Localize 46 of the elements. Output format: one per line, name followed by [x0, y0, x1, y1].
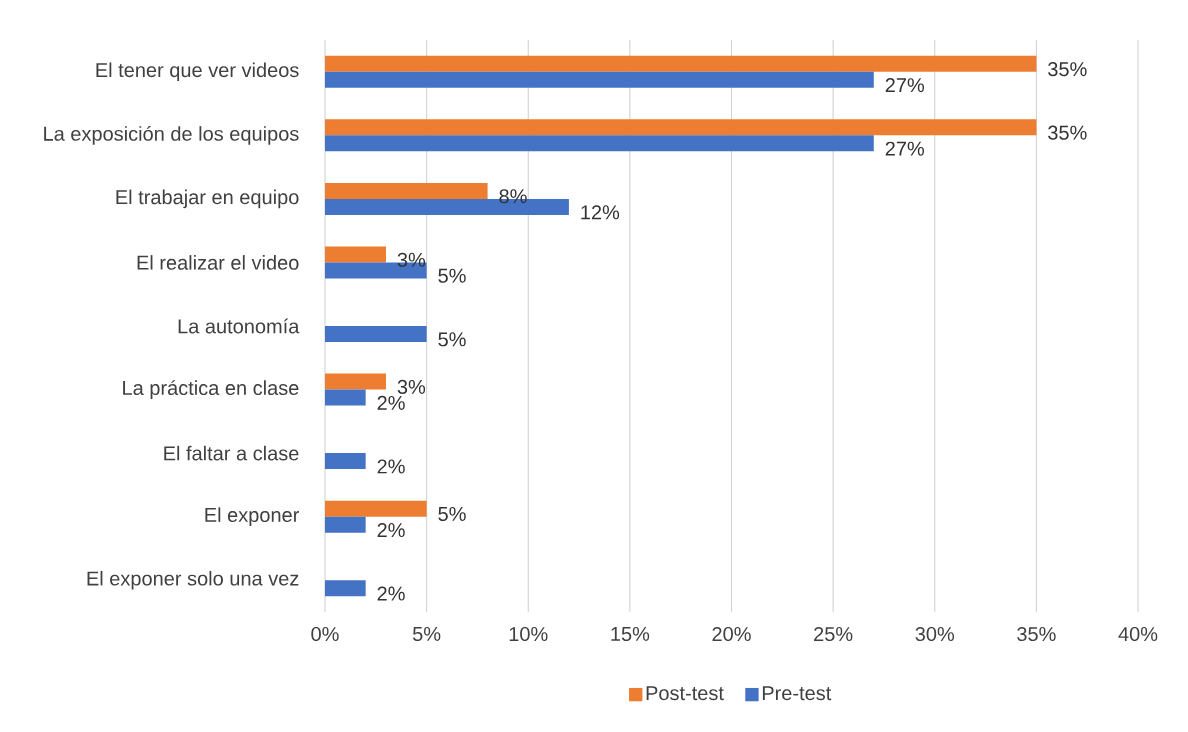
data-label: 2% [377, 522, 405, 538]
bar [325, 580, 366, 597]
x-tick-label: 25% [814, 626, 853, 642]
x-tick-label: 35% [1017, 626, 1056, 642]
x-tick-label: 0% [311, 626, 339, 642]
bar [325, 326, 427, 343]
data-label: 3% [397, 379, 426, 394]
data-label: 27% [885, 78, 925, 93]
legend-label: Post-test [646, 686, 724, 701]
data-label: 2% [377, 459, 405, 474]
bar [325, 389, 366, 406]
y-tick-label: El trabajar en equipo [116, 189, 299, 209]
y-tick-label: La práctica en clase [123, 380, 299, 399]
data-label: 12% [581, 205, 620, 220]
y-tick-label: El faltar a clase [164, 445, 299, 461]
bar [325, 373, 386, 390]
bar [325, 119, 1037, 136]
data-label: 35% [1048, 125, 1087, 140]
legend-label: Pre-test [762, 686, 832, 701]
bar [325, 246, 386, 263]
bar [325, 55, 1037, 72]
data-label: 2% [377, 395, 405, 410]
data-label: 5% [438, 506, 466, 522]
y-tick-label: La autonomía [178, 318, 300, 334]
x-tick-label: 5% [412, 626, 441, 641]
y-tick-label: La exposición de los equipos [44, 125, 299, 145]
y-tick-label: El exponer [205, 507, 300, 526]
bar [325, 71, 874, 88]
data-label: 27% [885, 141, 925, 156]
bar [325, 453, 366, 470]
data-label: 5% [438, 268, 466, 283]
data-label: 35% [1048, 62, 1087, 77]
bar [325, 516, 366, 533]
data-label: 5% [438, 332, 466, 347]
x-tick-label: 10% [509, 626, 548, 642]
data-label: 2% [377, 586, 405, 601]
x-tick-label: 20% [712, 626, 751, 642]
x-tick-label: 15% [611, 626, 650, 641]
y-tick-label: El tener que ver videos [96, 62, 299, 82]
y-tick-label: El exponer solo una vez [87, 570, 299, 590]
x-tick-label: 40% [1118, 626, 1158, 642]
bar [325, 135, 874, 152]
bar [325, 182, 488, 199]
x-tick-label: 30% [915, 626, 955, 642]
y-tick-label: El realizar el video [137, 255, 299, 270]
bar [325, 500, 427, 517]
